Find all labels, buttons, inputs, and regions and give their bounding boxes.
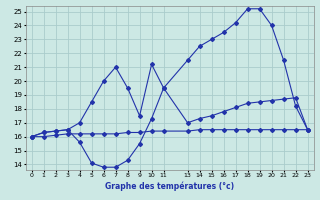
X-axis label: Graphe des températures (°c): Graphe des températures (°c) [105,181,234,191]
